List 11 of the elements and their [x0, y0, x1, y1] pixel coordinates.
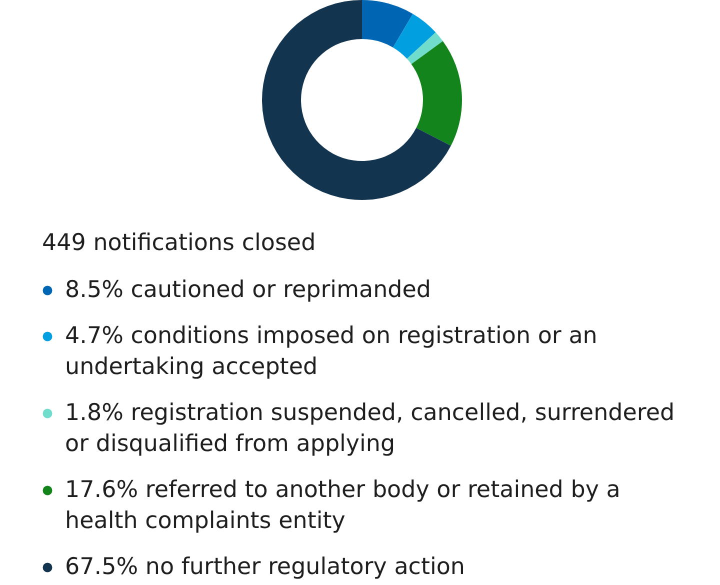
legend-label: 67.5% no further regulatory action	[65, 554, 466, 580]
donut-slice	[262, 0, 451, 200]
donut-slice	[406, 32, 443, 64]
donut-slice	[411, 41, 462, 146]
legend-label: 8.5% cautioned or reprimanded	[65, 277, 431, 303]
donut-slice	[362, 0, 413, 48]
text: 449 notifications closed	[42, 230, 316, 256]
legend-label: 17.6% referred to another body or retained by a health complaints entity	[65, 477, 620, 534]
legend-label: 1.8% registration suspended, cancelled, surrendered or disqualified from applying	[65, 400, 675, 457]
legend-label: 4.7% conditions imposed on registration or an undertaking accepted	[65, 323, 598, 380]
donut-slice	[393, 14, 436, 59]
